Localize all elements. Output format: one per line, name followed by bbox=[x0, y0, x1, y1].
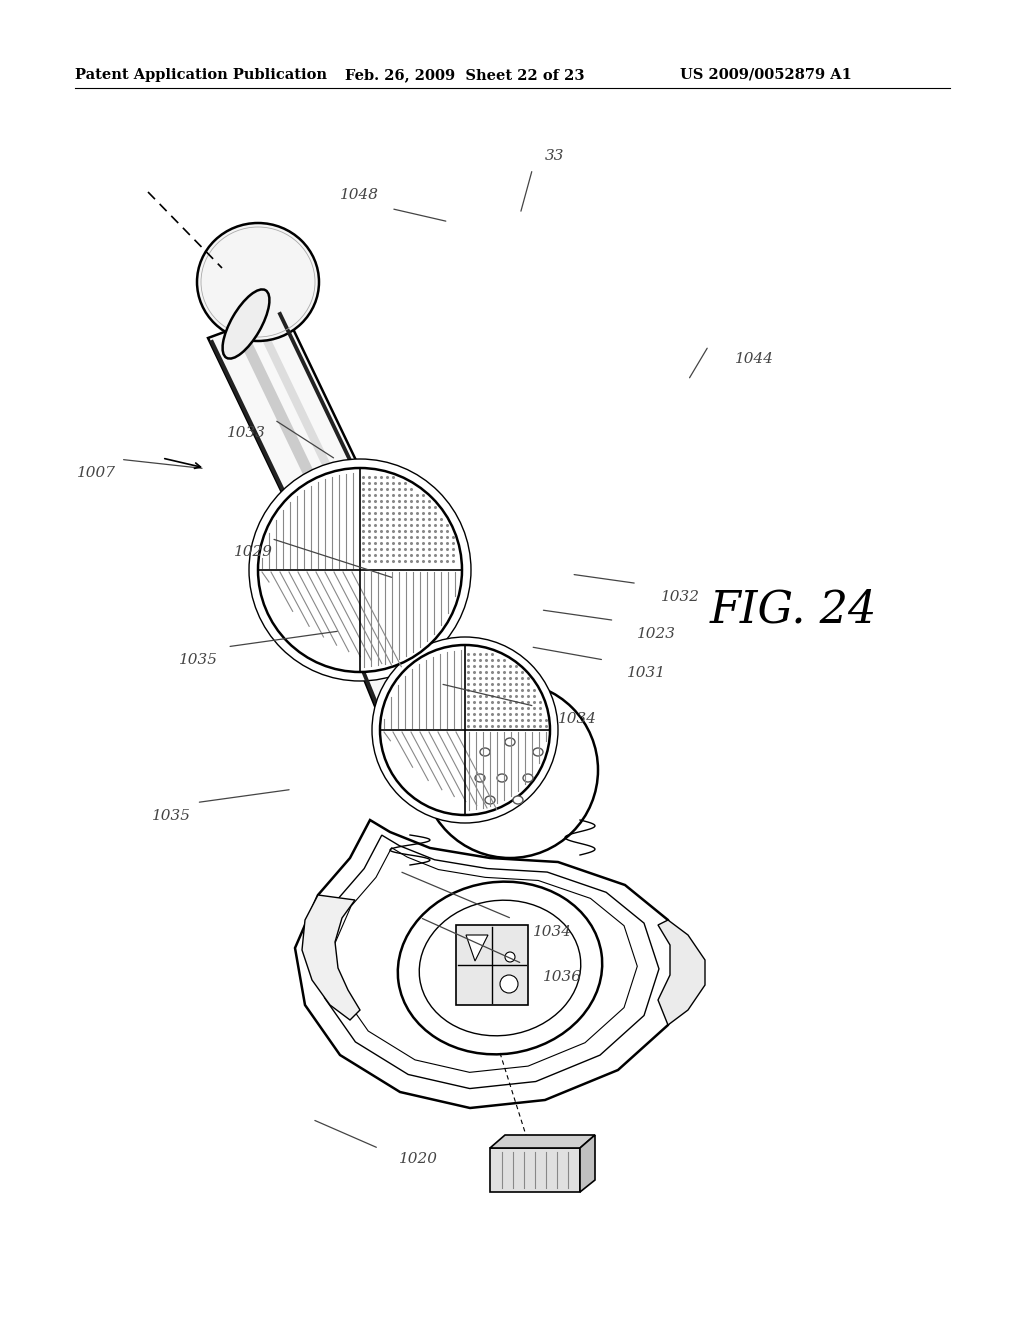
Ellipse shape bbox=[497, 774, 507, 781]
Ellipse shape bbox=[534, 748, 543, 756]
Ellipse shape bbox=[480, 748, 490, 756]
Ellipse shape bbox=[505, 738, 515, 746]
Text: 33: 33 bbox=[545, 149, 564, 162]
Ellipse shape bbox=[249, 459, 471, 681]
Polygon shape bbox=[490, 1148, 580, 1192]
Ellipse shape bbox=[372, 638, 558, 822]
Ellipse shape bbox=[475, 774, 485, 781]
Polygon shape bbox=[302, 895, 360, 1020]
Text: 1034: 1034 bbox=[532, 925, 571, 939]
Text: 1035: 1035 bbox=[152, 809, 190, 822]
Text: 1023: 1023 bbox=[637, 627, 676, 640]
Ellipse shape bbox=[422, 682, 598, 858]
Polygon shape bbox=[658, 920, 705, 1026]
Text: 1048: 1048 bbox=[340, 189, 379, 202]
Ellipse shape bbox=[500, 975, 518, 993]
Ellipse shape bbox=[505, 952, 515, 962]
Text: 1032: 1032 bbox=[660, 590, 699, 603]
Polygon shape bbox=[322, 548, 468, 748]
Text: 1007: 1007 bbox=[77, 466, 116, 479]
Ellipse shape bbox=[380, 645, 550, 814]
Ellipse shape bbox=[523, 774, 534, 781]
Text: 1044: 1044 bbox=[735, 352, 774, 366]
Text: Patent Application Publication: Patent Application Publication bbox=[75, 69, 327, 82]
Ellipse shape bbox=[407, 700, 454, 768]
Text: Feb. 26, 2009  Sheet 22 of 23: Feb. 26, 2009 Sheet 22 of 23 bbox=[345, 69, 585, 82]
Text: 1035: 1035 bbox=[179, 653, 218, 667]
Ellipse shape bbox=[419, 900, 581, 1036]
Polygon shape bbox=[208, 310, 398, 576]
Ellipse shape bbox=[397, 882, 602, 1055]
Ellipse shape bbox=[197, 223, 319, 341]
Text: 1036: 1036 bbox=[543, 970, 582, 983]
Ellipse shape bbox=[222, 289, 269, 359]
Text: 1034: 1034 bbox=[558, 713, 597, 726]
Text: FIG. 24: FIG. 24 bbox=[710, 589, 878, 631]
Ellipse shape bbox=[258, 469, 462, 672]
Text: 1020: 1020 bbox=[399, 1152, 438, 1166]
Polygon shape bbox=[466, 935, 488, 961]
Ellipse shape bbox=[485, 796, 495, 804]
Polygon shape bbox=[490, 1135, 595, 1148]
Text: US 2009/0052879 A1: US 2009/0052879 A1 bbox=[680, 69, 852, 82]
Polygon shape bbox=[295, 820, 685, 1107]
FancyBboxPatch shape bbox=[456, 925, 528, 1005]
Polygon shape bbox=[580, 1135, 595, 1192]
Text: 1033: 1033 bbox=[227, 426, 266, 440]
Text: 1031: 1031 bbox=[627, 667, 666, 680]
Ellipse shape bbox=[513, 796, 523, 804]
Text: 1029: 1029 bbox=[233, 545, 272, 558]
